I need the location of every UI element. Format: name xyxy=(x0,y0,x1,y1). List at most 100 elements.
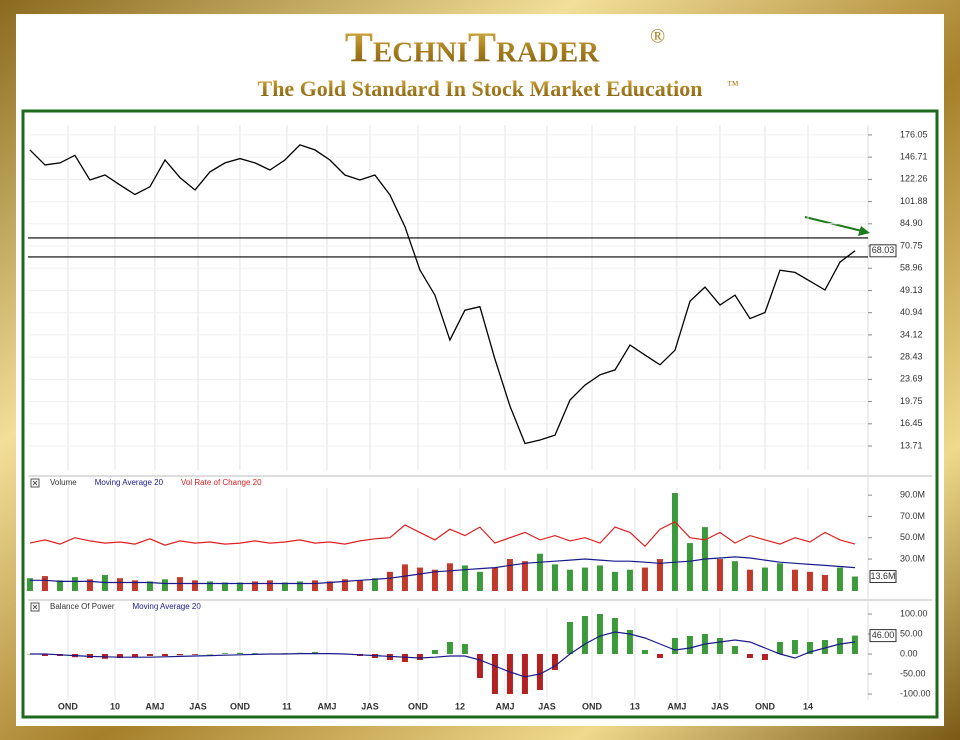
y-tick-label: 70.0M xyxy=(900,511,925,521)
bar xyxy=(551,654,558,670)
bar xyxy=(386,571,393,591)
bar xyxy=(791,569,798,591)
bar xyxy=(131,580,138,591)
bar xyxy=(746,569,753,591)
series-line xyxy=(29,556,856,585)
y-tick-label: 70.75 xyxy=(900,240,923,250)
bar xyxy=(476,571,483,591)
y-tick-label: 28.43 xyxy=(900,352,923,362)
bar xyxy=(626,630,633,654)
brand-title: TechniTrader xyxy=(345,26,600,72)
y-tick-label: 122.26 xyxy=(900,174,928,184)
x-tick-label: JAS xyxy=(538,701,556,711)
bar xyxy=(41,576,48,591)
bar xyxy=(596,614,603,654)
bar xyxy=(236,652,243,654)
y-tick-label: 19.75 xyxy=(900,396,923,406)
bar xyxy=(326,581,333,591)
x-tick-label: 13 xyxy=(630,701,640,711)
last-value-label: 13.6M xyxy=(870,571,895,581)
bar xyxy=(161,579,168,591)
y-tick-label: 13.71 xyxy=(900,440,923,450)
last-value-box xyxy=(869,244,897,258)
bar xyxy=(521,654,528,694)
y-tick-label: 49.13 xyxy=(900,285,923,295)
close-box[interactable] xyxy=(30,478,40,488)
bar xyxy=(746,654,753,658)
bar xyxy=(206,581,213,591)
bar xyxy=(416,567,423,591)
bar xyxy=(671,493,678,591)
bop-legend: Balance Of Power Moving Average 20 xyxy=(30,602,201,612)
bar xyxy=(506,559,513,591)
bar xyxy=(506,654,513,694)
y-tick-label: 30.0M xyxy=(900,553,925,563)
bar xyxy=(491,567,498,591)
bar xyxy=(401,564,408,591)
y-tick-label: 176.05 xyxy=(900,129,928,139)
chart-frame xyxy=(21,109,939,719)
bar xyxy=(611,618,618,654)
bar xyxy=(206,654,213,655)
brand-subtitle: The Gold Standard In Stock Market Educat… xyxy=(258,76,703,101)
bar xyxy=(296,581,303,591)
x-tick-label: 14 xyxy=(803,701,813,711)
bar xyxy=(146,654,153,656)
bar xyxy=(806,571,813,591)
bar xyxy=(266,580,273,591)
bar xyxy=(611,571,618,591)
last-value-label: 68.03 xyxy=(872,245,895,255)
bar xyxy=(716,638,723,654)
y-tick-label: 84.90 xyxy=(900,218,923,228)
bar xyxy=(251,581,258,591)
bar xyxy=(836,638,843,654)
legend-label: Balance Of Power xyxy=(50,602,115,611)
x-tick-label: 11 xyxy=(282,701,292,711)
trademark: ™ xyxy=(727,78,739,92)
legend-label: Volume xyxy=(50,478,77,487)
bar xyxy=(26,578,33,591)
bar xyxy=(821,575,828,591)
bar xyxy=(446,642,453,654)
bar xyxy=(371,578,378,591)
series-line xyxy=(29,631,856,678)
bar xyxy=(641,650,648,654)
y-tick-label: 58.96 xyxy=(900,263,923,273)
bar xyxy=(761,654,768,660)
series-line xyxy=(29,521,856,548)
legend-label: Moving Average 20 xyxy=(95,478,164,487)
bar xyxy=(656,654,663,658)
legend-label: Moving Average 20 xyxy=(132,602,201,611)
close-box[interactable] xyxy=(30,602,40,612)
bar xyxy=(356,580,363,591)
bar xyxy=(146,581,153,591)
y-tick-label: -50.00 xyxy=(900,668,926,678)
bar xyxy=(176,654,183,656)
bar xyxy=(191,654,198,655)
bar xyxy=(581,616,588,654)
volume-legend: Volume Moving Average 20 Vol Rate of Chang… xyxy=(30,478,262,488)
bar xyxy=(641,567,648,591)
bar xyxy=(686,543,693,591)
bar xyxy=(806,642,813,654)
last-value-box xyxy=(869,570,897,584)
bar xyxy=(431,650,438,654)
bar xyxy=(836,567,843,591)
y-tick-label: 34.12 xyxy=(900,329,923,339)
x-tick-label: JAS xyxy=(361,701,379,711)
bar xyxy=(461,644,468,654)
bar xyxy=(131,654,138,658)
legend-label: Vol Rate of Change 20 xyxy=(181,478,262,487)
x-tick-label: JAS xyxy=(711,701,729,711)
series-line xyxy=(29,144,856,445)
bar xyxy=(221,582,228,591)
registered-mark: ® xyxy=(650,26,665,48)
bar xyxy=(536,553,543,591)
bar xyxy=(86,579,93,591)
bar xyxy=(71,577,78,591)
y-tick-label: 101.88 xyxy=(900,196,928,206)
bar xyxy=(191,580,198,591)
y-tick-label: 0.00 xyxy=(900,648,918,658)
bar xyxy=(821,640,828,654)
